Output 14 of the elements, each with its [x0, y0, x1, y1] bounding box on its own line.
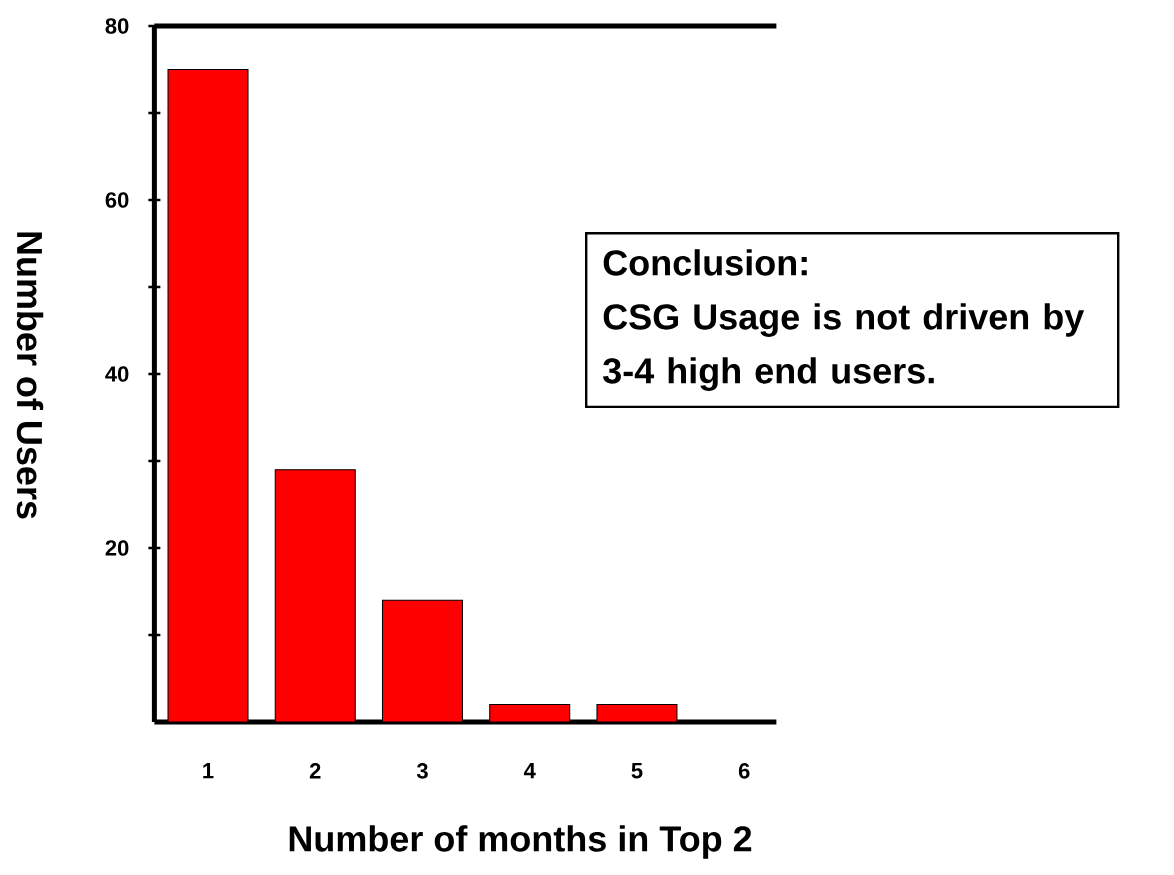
- y-tick-label: 80: [105, 18, 129, 34]
- x-tick-label: 5: [631, 763, 643, 779]
- annotation: Conclusion:: [603, 249, 807, 276]
- y-tick-label: 20: [105, 540, 129, 556]
- y-tick-label: 60: [105, 192, 129, 208]
- y-tick-label: 40: [105, 366, 129, 382]
- x-tick-label: 1: [203, 763, 214, 779]
- x-tick-label: 2: [309, 763, 321, 779]
- annotation: CSG Usage is not driven by 3-4 high end users.: [603, 303, 1085, 391]
- x-tick-label: 4: [523, 763, 536, 779]
- x-axis-title: Number of months in Top 2: [289, 825, 752, 859]
- x-tick-label: 6: [738, 763, 750, 779]
- y-axis-title: Number of Users: [16, 232, 44, 519]
- x-tick-label: 3: [416, 763, 428, 779]
